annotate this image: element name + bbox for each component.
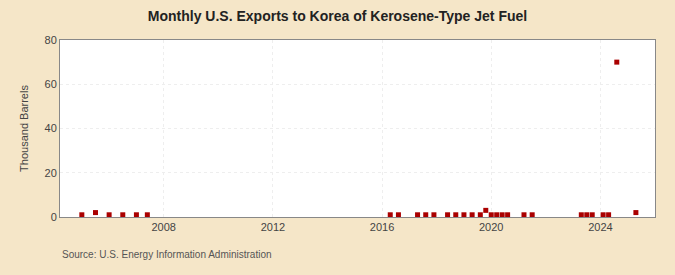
svg-text:0: 0 (51, 211, 57, 223)
svg-text:Thousand Barrels: Thousand Barrels (18, 85, 30, 172)
svg-text:Monthly U.S. Exports to Korea: Monthly U.S. Exports to Korea of Kerosen… (148, 8, 527, 24)
svg-text:2020: 2020 (479, 221, 503, 233)
svg-text:Source: U.S. Energy Informatio: Source: U.S. Energy Information Administ… (62, 249, 272, 260)
svg-text:2024: 2024 (588, 221, 612, 233)
svg-text:60: 60 (45, 78, 57, 90)
svg-text:2016: 2016 (370, 221, 394, 233)
svg-text:80: 80 (45, 34, 57, 46)
svg-text:20: 20 (45, 167, 57, 179)
svg-text:2008: 2008 (151, 221, 175, 233)
svg-text:2012: 2012 (261, 221, 285, 233)
svg-text:40: 40 (45, 122, 57, 134)
